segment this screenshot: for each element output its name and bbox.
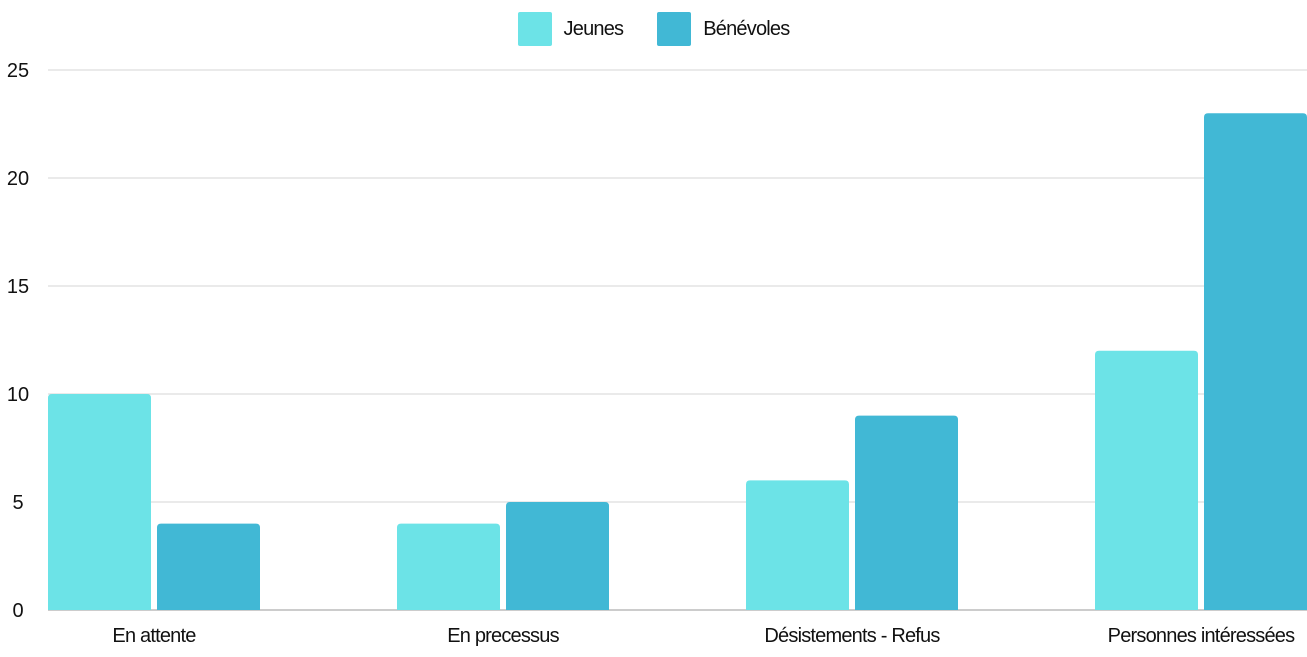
bars — [48, 113, 1307, 610]
x-tick-label: En attente — [112, 625, 196, 647]
bar-jeunes — [746, 480, 849, 610]
y-tick-label: 20 — [7, 168, 29, 190]
x-tick-label: Désistements - Refus — [764, 625, 940, 647]
legend-item-benevoles: Bénévoles — [657, 12, 790, 46]
y-tick-label: 5 — [12, 492, 23, 514]
y-tick-label: 0 — [12, 600, 23, 622]
legend-label-benevoles: Bénévoles — [703, 17, 790, 40]
y-axis-ticks: 0 5 10 15 20 25 — [7, 60, 29, 622]
bar-benevoles — [157, 523, 260, 610]
bar-benevoles — [855, 415, 958, 610]
bar-benevoles — [1204, 113, 1307, 610]
y-tick-label: 10 — [7, 384, 29, 406]
bar-jeunes — [1095, 350, 1198, 610]
legend-swatch-benevoles — [657, 12, 692, 46]
bar-jeunes — [48, 394, 151, 610]
y-tick-label: 15 — [7, 276, 29, 298]
y-tick-label: 25 — [7, 60, 29, 82]
x-axis-ticks: En attente En precessus Désistements - Ref… — [112, 625, 1296, 647]
legend-label-jeunes: Jeunes — [563, 17, 624, 40]
bar-jeunes — [397, 523, 500, 610]
legend-swatch-jeunes — [517, 12, 552, 46]
x-tick-label: En precessus — [447, 625, 559, 647]
x-tick-label: Personnes intéressées — [1108, 625, 1295, 647]
legend: Jeunes Bénévoles — [0, 12, 1307, 46]
bar-benevoles — [506, 502, 609, 610]
legend-item-jeunes: Jeunes — [517, 12, 624, 46]
